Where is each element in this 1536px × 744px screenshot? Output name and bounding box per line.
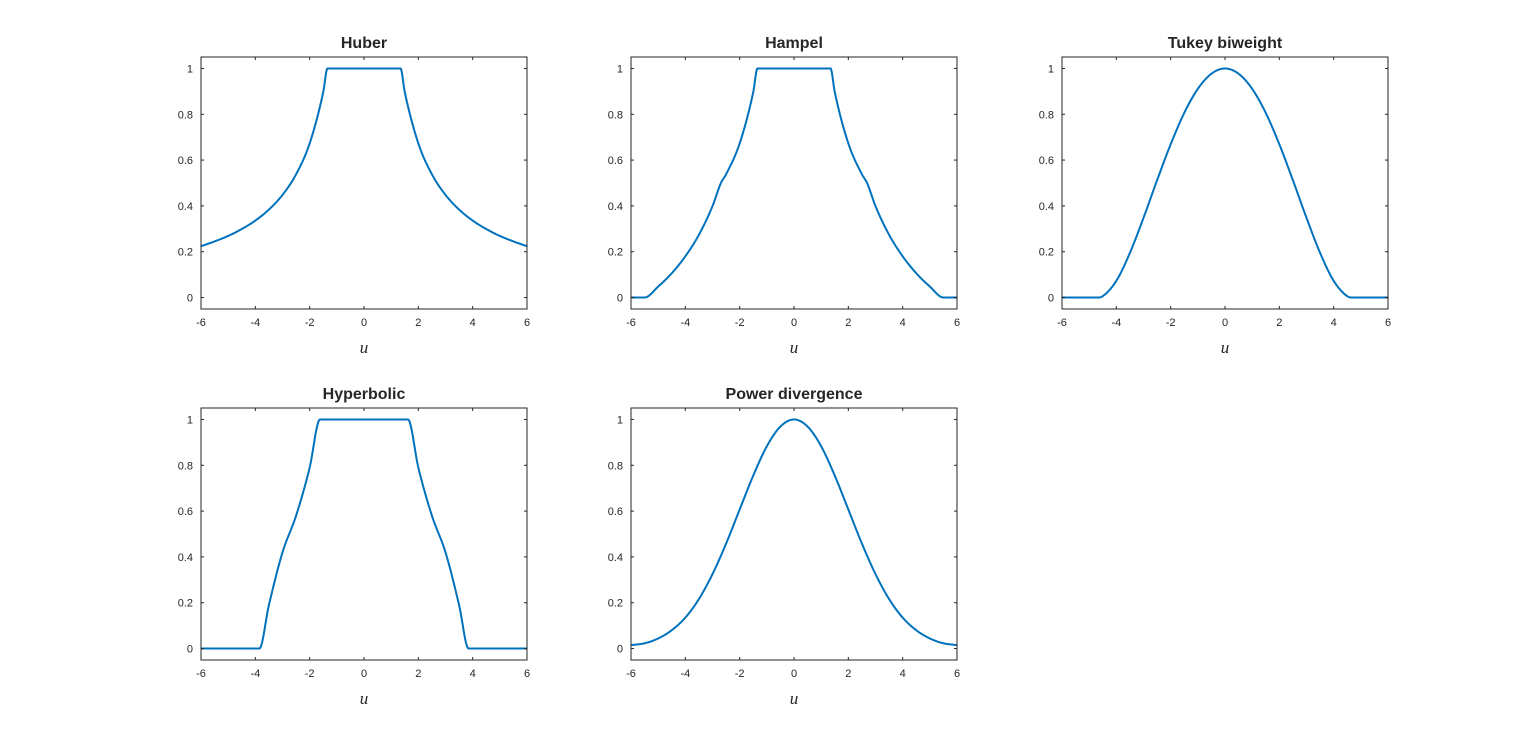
x-tick-label: -6: [626, 668, 636, 680]
x-tick-label: 4: [1331, 317, 1337, 329]
x-tick-label: -4: [680, 668, 690, 680]
y-tick-label: 0.6: [178, 506, 193, 518]
y-tick-label: 0.2: [178, 598, 193, 610]
y-tick-label: 1: [1048, 63, 1054, 75]
y-tick-label: 0.2: [178, 247, 193, 259]
x-tick-label: 6: [524, 317, 530, 329]
y-tick-label: 0.8: [608, 460, 623, 472]
x-axis-label: u: [790, 689, 799, 708]
x-tick-label: 4: [470, 317, 476, 329]
y-tick-label: 0: [187, 644, 193, 656]
series-line: [201, 418, 527, 650]
series-line: [200, 67, 528, 248]
y-tick-label: 0.2: [608, 247, 623, 259]
x-tick-label: -2: [305, 317, 315, 329]
axes-box: [630, 56, 958, 310]
axes-box: [1061, 56, 1389, 310]
x-tick-label: 6: [524, 668, 530, 680]
y-tick-label: 1: [617, 414, 623, 426]
x-tick-label: -2: [1166, 317, 1176, 329]
y-tick-label: 0.2: [1039, 247, 1054, 259]
plot-title: Hampel: [765, 35, 823, 52]
x-tick-label: -6: [196, 317, 206, 329]
axes-box: [200, 56, 528, 310]
x-tick-label: 6: [1385, 317, 1391, 329]
subplot-huber: -6 -4 -2 0 2 4 6 0 0.2 0.4 0.6 0.8 1 Huber u: [178, 35, 530, 357]
series-line: [1062, 67, 1388, 299]
x-tick-label: 0: [1222, 317, 1228, 329]
x-tick-label: -4: [250, 317, 260, 329]
x-tick-label: -4: [680, 317, 690, 329]
x-tick-label: -6: [626, 317, 636, 329]
x-tick-label: 0: [361, 317, 367, 329]
y-tick-label: 1: [187, 63, 193, 75]
y-tick-label: 0.4: [1039, 201, 1054, 213]
y-tick-label: 1: [187, 414, 193, 426]
y-tick-label: 0.6: [608, 506, 623, 518]
y-tick-label: 0.4: [178, 552, 193, 564]
x-axis-label: u: [360, 689, 369, 708]
x-tick-label: 2: [1276, 317, 1282, 329]
x-tick-label: 0: [791, 317, 797, 329]
y-tick-label: 0.4: [178, 201, 193, 213]
x-tick-label: 0: [791, 668, 797, 680]
subplot-hyperbolic: -6 -4 -2 0 2 4 6 0 0.2 0.4 0.6 0.8 1 Hyperbolic u: [178, 386, 530, 708]
x-tick-label: -2: [735, 317, 745, 329]
x-tick-label: 4: [900, 668, 906, 680]
series-line: [630, 418, 958, 647]
y-tick-label: 0: [617, 644, 623, 656]
y-tick-label: 0: [187, 293, 193, 305]
x-tick-label: 4: [900, 317, 906, 329]
y-tick-label: 0.8: [608, 109, 623, 121]
x-tick-label: -2: [735, 668, 745, 680]
y-tick-label: 0.8: [178, 109, 193, 121]
x-axis-label: u: [790, 338, 799, 357]
y-tick-label: 0.6: [1039, 155, 1054, 167]
x-tick-label: 2: [845, 317, 851, 329]
x-tick-label: -2: [305, 668, 315, 680]
y-tick-label: 0.8: [178, 460, 193, 472]
y-tick-label: 0: [617, 293, 623, 305]
plot-title: Huber: [341, 35, 387, 52]
y-tick-label: 0.6: [178, 155, 193, 167]
plot-title: Tukey biweight: [1168, 35, 1283, 52]
subplot-tukey-biweight: -6 -4 -2 0 2 4 6 0 0.2 0.4 0.6 0.8 1 Tukey biweight u: [1039, 35, 1391, 357]
x-tick-label: 6: [954, 317, 960, 329]
plot-title: Hyperbolic: [323, 386, 406, 403]
x-tick-label: 2: [415, 317, 421, 329]
x-tick-label: 4: [470, 668, 476, 680]
x-tick-label: -6: [1057, 317, 1067, 329]
y-tick-label: 0.8: [1039, 109, 1054, 121]
x-tick-label: 0: [361, 668, 367, 680]
axes-box: [200, 407, 528, 661]
y-tick-label: 0.2: [608, 598, 623, 610]
x-tick-label: -6: [196, 668, 206, 680]
x-tick-label: 2: [415, 668, 421, 680]
plot-title: Power divergence: [726, 386, 863, 403]
x-tick-label: -4: [250, 668, 260, 680]
series-line: [631, 67, 957, 299]
x-tick-label: 6: [954, 668, 960, 680]
y-tick-label: 1: [617, 63, 623, 75]
x-axis-label: u: [1221, 338, 1230, 357]
y-tick-label: 0.4: [608, 201, 623, 213]
y-tick-label: 0: [1048, 293, 1054, 305]
x-tick-label: -4: [1111, 317, 1121, 329]
axes-box: [630, 407, 958, 661]
y-tick-label: 0.4: [608, 552, 623, 564]
x-axis-label: u: [360, 338, 369, 357]
x-tick-label: 2: [845, 668, 851, 680]
subplot-hampel: -6 -4 -2 0 2 4 6 0 0.2 0.4 0.6 0.8 1 Hampel u: [608, 35, 960, 357]
y-tick-label: 0.6: [608, 155, 623, 167]
subplot-power-divergence: -6 -4 -2 0 2 4 6 0 0.2 0.4 0.6 0.8 1 Power divergence…: [608, 386, 960, 708]
